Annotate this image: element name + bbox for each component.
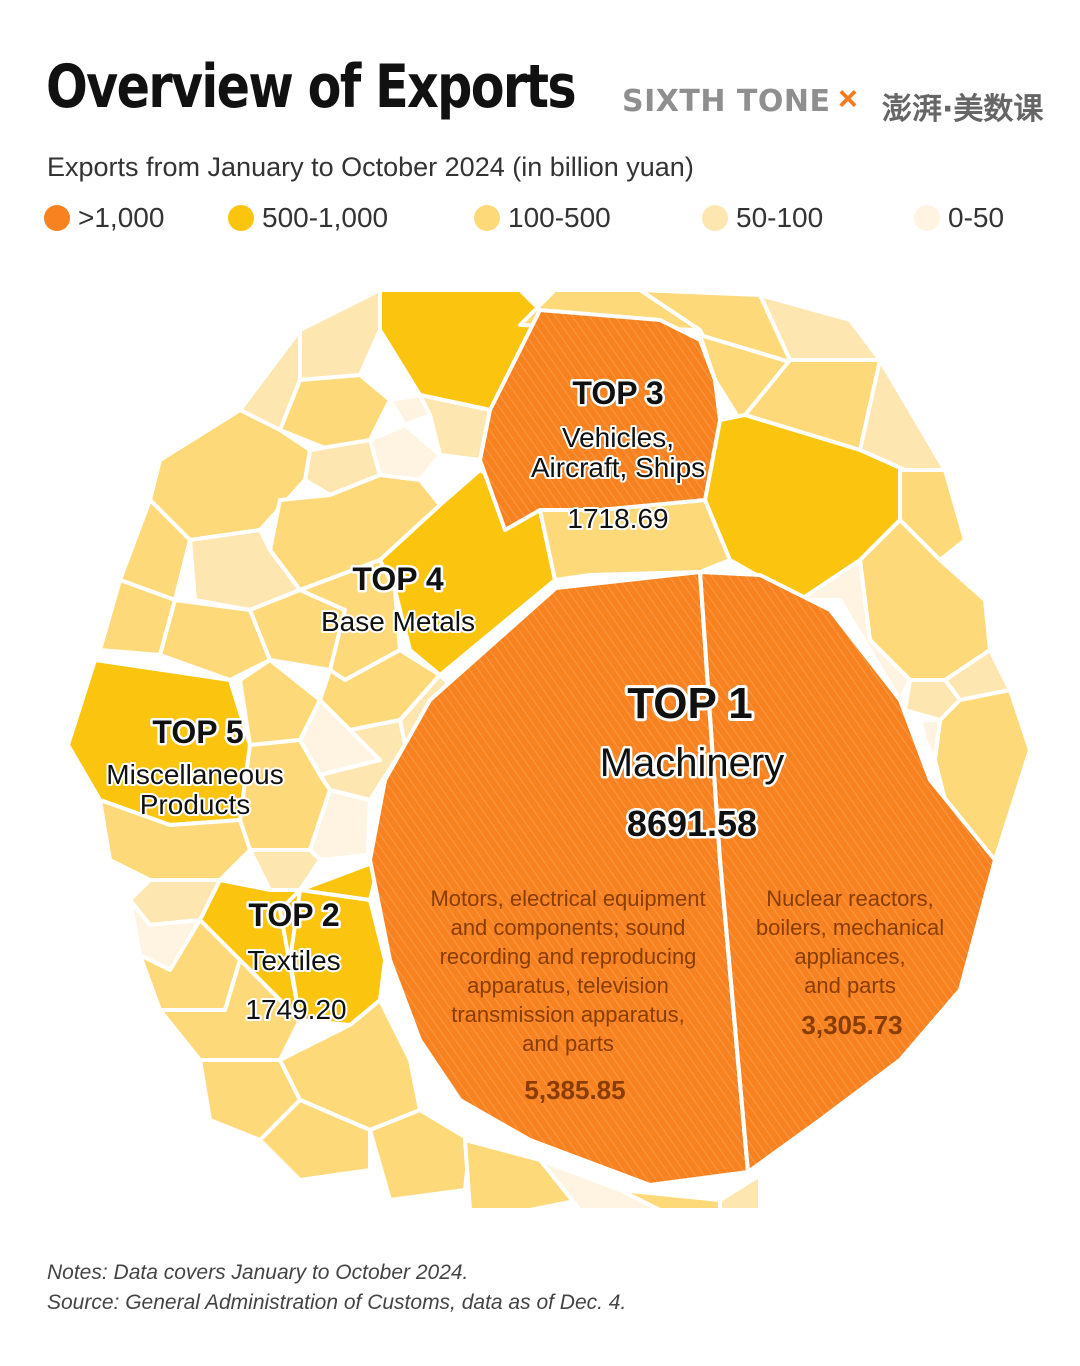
voronoi-cell-7 [298,288,382,382]
label-machinery-nuclear-name: appliances, [794,944,905,969]
the-paper-logo: 澎湃·美数课 [882,92,1044,127]
label-machinery-electrical-name: and components; sound [451,915,686,940]
legend: >1,000 500-1,000 100-500 50-100 0-50 [0,196,1080,240]
voronoi-cell-42 [463,1138,582,1212]
machinery-divider [698,571,750,1173]
legend-dot-0-50 [914,205,940,231]
voronoi-cell-45 [718,1173,762,1212]
label-machinery-electrical-name: and parts [522,1031,614,1056]
legend-label-0-50: 0-50 [948,202,1005,233]
label-top3-name: Vehicles, [562,422,674,453]
label-top3-name: Aircraft, Ships [531,452,705,483]
chart-subtitle: Exports from January to October 2024 (in… [47,152,694,182]
cell-vehicles-aircraft-ships-texture [480,310,720,530]
note-line: Notes: Data covers January to October 20… [47,1261,469,1284]
voronoi-cell-54 [918,718,942,762]
label-machinery-electrical-name: transmission apparatus, [451,1002,685,1027]
label-top5-name: Miscellaneous [106,759,283,790]
voronoi-cell-40 [258,1098,372,1182]
cross-icon: × [838,80,858,118]
voronoi-cell-11 [418,393,492,462]
legend-dot-gt1000 [44,205,70,231]
label-machinery-nuclear-value: 3,305.73 [801,1010,902,1040]
label-machinery-nuclear-name: and parts [804,973,896,998]
voronoi-cell-41 [368,1108,472,1202]
voronoi-chart: TOP 3 Vehicles,Aircraft, Ships 1718.69 TOP … [66,288,1032,1212]
voronoi-cells [66,288,1032,1212]
legend-dot-100-500 [474,205,500,231]
legend-label-gt1000: >1,000 [78,202,165,233]
legend-item-0-50: 0-50 [914,196,1004,240]
legend-item-100-500: 100-500 [474,196,611,240]
legend-dot-50-100 [702,205,728,231]
sixth-tone-logo: SIXTH TONE [622,84,831,119]
source-line: Source: General Administration of Custom… [47,1291,627,1314]
label-top2-rank: TOP 2 [248,897,339,933]
cell-labels: TOP 3 Vehicles,Aircraft, Ships 1718.69 TOP … [104,373,944,1106]
voronoi-cell-30 [308,788,372,862]
label-machinery-electrical-value: 5,385.85 [524,1075,625,1105]
cell-machinery-nuclear-texture [700,572,995,1172]
legend-label-100-500: 100-500 [508,202,611,233]
label-top4-rank: TOP 4 [352,561,444,597]
label-top2-name: Textiles [247,945,340,976]
notes: Notes: Data covers January to October 20… [47,1258,626,1318]
label-machinery-electrical-name: Motors, electrical equipment [430,886,705,911]
label-top3-value: 1718.69 [567,503,668,534]
label-top1-rank: TOP 1 [627,679,753,728]
label-machinery-electrical-name: recording and reproducing [440,944,697,969]
chart-title: Overview of Exports [46,52,577,122]
legend-label-500-1000: 500-1,000 [262,202,389,233]
legend-item-gt1000: >1,000 [44,196,164,240]
legend-item-500-1000: 500-1,000 [228,196,388,240]
cell-machinery-electrical-texture [370,572,748,1185]
label-machinery-nuclear-name: boilers, mechanical [756,915,944,940]
label-machinery-electrical-name: apparatus, television [467,973,669,998]
label-top1-name: Machinery [600,741,785,785]
cell-textiles [288,888,387,1027]
label-machinery-nuclear-name: Nuclear reactors, [766,886,934,911]
label-top4-name: Base Metals [321,606,475,637]
label-top3-rank: TOP 3 [572,375,663,411]
legend-dot-500-1000 [228,205,254,231]
label-top5-name: Products [140,789,251,820]
voronoi-cell-48 [898,468,967,562]
label-top1-value: 8691.58 [627,803,757,844]
label-top2-value: 1749.20 [245,994,346,1025]
label-top5-rank: TOP 5 [152,714,243,750]
voronoi-cell-32 [248,848,322,892]
voronoi-cell-20 [158,598,272,682]
legend-item-50-100: 50-100 [702,196,823,240]
legend-label-50-100: 50-100 [736,202,824,233]
voronoi-cell-31 [98,798,252,882]
